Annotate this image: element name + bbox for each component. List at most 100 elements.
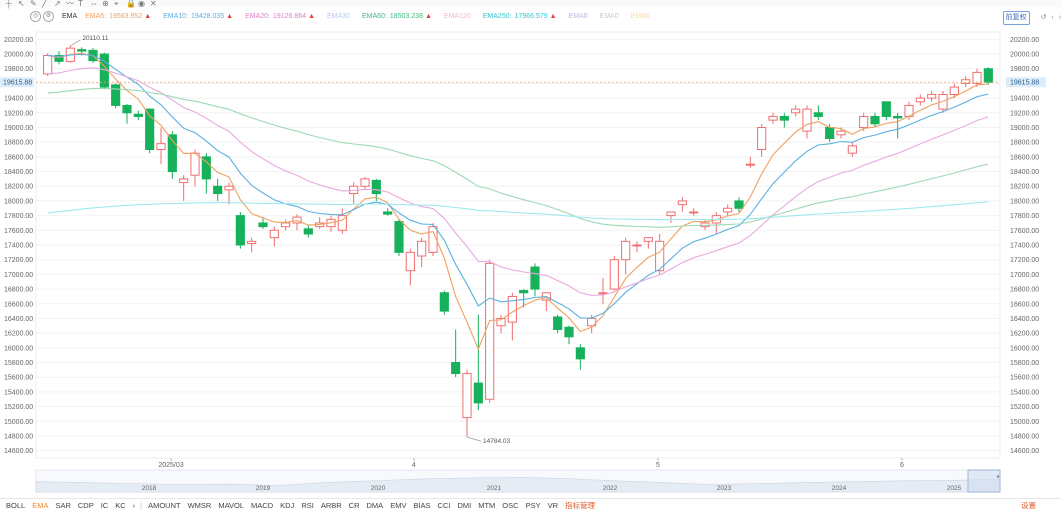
reset-icon[interactable]: ↺ xyxy=(1040,14,1047,21)
tab-arbr[interactable]: ARBR xyxy=(320,501,342,510)
zoom-icon[interactable]: ⊕ xyxy=(102,0,109,8)
overview-area xyxy=(35,477,1001,493)
settings-tab[interactable]: 设置 xyxy=(1021,501,1036,510)
candle-body xyxy=(881,101,891,117)
y-tick-label-right: 17400.00 xyxy=(1010,243,1039,250)
tab-osc[interactable]: OSC xyxy=(502,501,519,510)
candle-body xyxy=(258,222,268,228)
overview-year-label: 2020 xyxy=(371,485,386,492)
overview-year-label: 2023 xyxy=(717,485,732,492)
candle-body xyxy=(201,156,211,180)
tab-more[interactable]: › xyxy=(132,501,136,510)
tab-mavol[interactable]: MAVOL xyxy=(218,501,245,510)
forward-icon[interactable]: › xyxy=(1058,14,1061,21)
tab-ic[interactable]: IC xyxy=(100,501,109,510)
settings-icon[interactable]: ⚙ xyxy=(43,10,54,22)
y-tick-label-left: 16600.00 xyxy=(4,301,33,308)
candle-body xyxy=(145,108,155,151)
pen-icon[interactable]: ✎ xyxy=(30,0,37,8)
candle-body xyxy=(281,222,291,228)
lock-icon[interactable]: 🔒 xyxy=(126,0,136,8)
header-right: 前复权 ↺ ‹ › xyxy=(1002,11,1061,25)
candle-body xyxy=(983,68,993,83)
line-icon[interactable]: ╱ xyxy=(42,0,47,8)
tab-wmsr[interactable]: WMSR xyxy=(187,501,212,510)
tab-sar[interactable]: SAR xyxy=(55,501,71,510)
delete-icon[interactable]: ✕ xyxy=(150,0,157,8)
tab-amount[interactable]: AMOUNT xyxy=(148,501,181,510)
y-tick-label-right: 17600.00 xyxy=(1010,228,1039,235)
candle-body xyxy=(485,262,495,400)
cursor-icon[interactable]: ↖ xyxy=(18,0,25,8)
y-tick-label-right: 15800.00 xyxy=(1010,360,1039,367)
tab-bias[interactable]: BIAS xyxy=(413,501,431,510)
eye-icon[interactable]: ◉ xyxy=(138,0,145,8)
y-tick-label-right: 19400.00 xyxy=(1010,96,1039,103)
y-tick-label-right: 18800.00 xyxy=(1010,140,1039,147)
y-tick-label-left: 20200.00 xyxy=(4,37,33,44)
legend-item: EMA10: 19428.035 ▲ xyxy=(163,13,233,20)
y-tick-label-left: 17200.00 xyxy=(4,257,33,264)
adjust-button[interactable]: 前复权 xyxy=(1002,11,1030,25)
current-price-label-left: 19615.88 xyxy=(3,80,32,87)
tab-macd[interactable]: MACD xyxy=(251,501,274,510)
legend-label: EMA30 xyxy=(327,13,350,20)
y-tick-label-left: 14600.00 xyxy=(4,448,33,455)
eye-icon[interactable]: ◎ xyxy=(30,10,41,22)
y-tick-label-right: 16000.00 xyxy=(1010,345,1039,352)
tab-rsi[interactable]: RSI xyxy=(301,501,314,510)
indicator-tabs: BOLL EMA SAR CDP IC KC › | AMOUNT WMSR MAVOL MACD KD… xyxy=(0,498,1061,522)
tab-kdj[interactable]: KDJ xyxy=(280,501,295,510)
tab-cr[interactable]: CR xyxy=(348,501,360,510)
candle-body xyxy=(439,292,449,312)
candle-body xyxy=(927,93,937,99)
crosshair-icon[interactable]: ┼ xyxy=(6,0,12,8)
low-label: 14784.03 xyxy=(483,438,510,445)
ema60-line xyxy=(47,87,989,228)
tab-cci[interactable]: CCI xyxy=(437,501,451,510)
measure-icon[interactable]: ⇔ xyxy=(90,0,98,8)
brush-icon[interactable]: 〰 xyxy=(66,0,74,8)
y-tick-label-left: 15200.00 xyxy=(4,404,33,411)
tab-ema[interactable]: EMA xyxy=(32,501,49,510)
tab-kc[interactable]: KC xyxy=(115,501,126,510)
tab-cdp[interactable]: CDP xyxy=(77,501,94,510)
y-tick-label-right: 16600.00 xyxy=(1010,301,1039,308)
indicator-name: EMA xyxy=(61,13,78,20)
candle-body xyxy=(972,71,982,84)
candle-body xyxy=(609,259,619,290)
tab-emv[interactable]: EMV xyxy=(390,501,407,510)
tab-mtm[interactable]: MTM xyxy=(478,501,496,510)
text-icon[interactable]: T xyxy=(78,0,83,8)
y-tick-label-right: 17800.00 xyxy=(1010,213,1039,220)
y-tick-label-right: 16400.00 xyxy=(1010,316,1039,323)
candlestick-chart[interactable]: 20200.00 20200.00 20000.00 20000.00 19800.00… xyxy=(0,0,1061,497)
high-marker-line xyxy=(70,39,81,47)
back-icon[interactable]: ‹ xyxy=(1051,14,1054,21)
y-tick-label-right: 18200.00 xyxy=(1010,184,1039,191)
overview-year-label: 2025 xyxy=(947,485,962,492)
candle-body xyxy=(530,266,540,290)
y-tick-label-left: 16000.00 xyxy=(4,345,33,352)
y-tick-label-right: 15400.00 xyxy=(1010,389,1039,396)
tab-boll[interactable]: BOLL xyxy=(6,501,26,510)
current-price-tag-left xyxy=(0,77,34,88)
tab-vr[interactable]: VR xyxy=(547,501,558,510)
y-tick-label-left: 19400.00 xyxy=(4,96,33,103)
overview-year-label: 2018 xyxy=(142,485,157,492)
tab-dmi[interactable]: DMI xyxy=(457,501,472,510)
legend-label: EMA120 xyxy=(443,13,471,20)
candle-body xyxy=(190,152,200,176)
legend-label: EMA20: xyxy=(245,13,270,20)
y-tick-label-right: 14800.00 xyxy=(1010,433,1039,440)
magnet-icon[interactable]: ⌖ xyxy=(114,0,119,8)
tab-dma[interactable]: DMA xyxy=(366,501,384,510)
current-price-tag-right xyxy=(1006,77,1046,88)
tab-psy[interactable]: PSY xyxy=(525,501,541,510)
candle-body xyxy=(666,211,676,217)
arrow-icon[interactable]: ↗ xyxy=(54,0,61,8)
legend-item: EMA60: 18503.238 ▲ xyxy=(362,13,432,20)
candle-body xyxy=(213,185,223,195)
tab-指标管理[interactable]: 指标管理 xyxy=(565,501,595,510)
y-tick-label-right: 16200.00 xyxy=(1010,331,1039,338)
